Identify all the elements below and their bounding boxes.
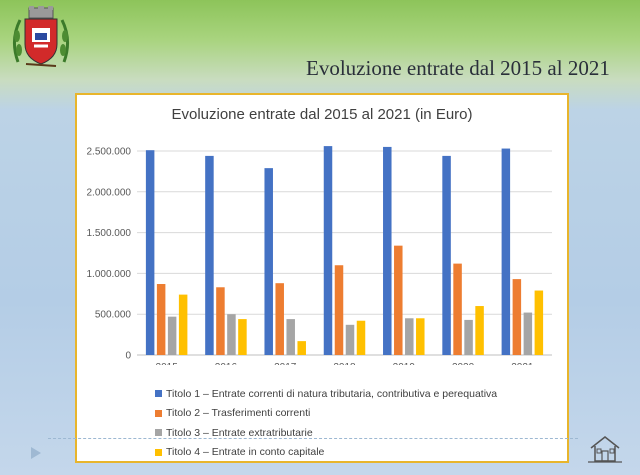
x-tick-label: 2016 xyxy=(215,362,238,365)
legend-item: Titolo 4 – Entrate in conto capitale xyxy=(155,443,497,463)
x-tick-label: 2020 xyxy=(452,362,475,365)
legend-item: Titolo 1 – Entrate correnti di natura tr… xyxy=(155,384,497,404)
bar xyxy=(227,314,236,355)
legend-label: Titolo 1 – Entrate correnti di natura tr… xyxy=(166,387,498,400)
bar xyxy=(475,306,484,355)
chart-legend: Titolo 1 – Entrate correnti di natura tr… xyxy=(155,384,497,462)
y-tick-label: 2.000.000 xyxy=(87,187,132,198)
y-tick-label: 2.500.000 xyxy=(87,147,132,158)
bar xyxy=(464,319,473,355)
bar-chart: 0 500.000 1.000.000 1.500.000 2.000.000 2.500… xyxy=(87,146,552,365)
divider-line xyxy=(48,438,578,439)
bar xyxy=(275,283,284,355)
bar xyxy=(416,318,425,355)
legend-label: Titolo 4 – Entrate in conto capitale xyxy=(166,446,325,459)
bar xyxy=(534,290,544,355)
legend-swatch xyxy=(155,429,162,437)
legend-label: Titolo 3 – Entrate extratributarie xyxy=(166,426,313,439)
legend-swatch xyxy=(155,448,162,456)
bar xyxy=(205,155,214,355)
bar xyxy=(145,150,155,355)
bar xyxy=(501,148,511,355)
bar xyxy=(323,146,333,355)
bar xyxy=(523,312,533,355)
legend-label: Titolo 2 – Trasferimenti correnti xyxy=(166,407,311,420)
bar xyxy=(356,320,366,355)
bar xyxy=(216,287,225,355)
y-tick-label: 1.500.000 xyxy=(87,228,132,239)
bar xyxy=(156,284,166,355)
bar xyxy=(383,146,392,355)
bar xyxy=(394,245,403,355)
play-arrow-icon[interactable] xyxy=(30,446,42,460)
municipal-crest-icon xyxy=(13,6,69,67)
bar xyxy=(238,319,247,355)
x-tick-label: 2021 xyxy=(511,362,534,365)
home-icon[interactable] xyxy=(588,434,622,464)
bar xyxy=(297,341,306,355)
bar xyxy=(264,168,273,355)
bar xyxy=(286,319,295,355)
bar xyxy=(405,318,414,355)
legend-item: Titolo 3 – Entrate extratributarie xyxy=(155,423,497,443)
y-tick-label: 1.000.000 xyxy=(87,269,132,280)
bar xyxy=(178,294,188,355)
bar xyxy=(512,279,522,355)
bar xyxy=(167,316,177,355)
legend-swatch xyxy=(155,409,162,417)
chart-title: Evoluzione entrate dal 2015 al 2021 (in … xyxy=(171,106,473,123)
chart-container: Evoluzione entrate dal 2015 al 2021 (in … xyxy=(75,93,569,463)
bar xyxy=(453,263,462,355)
bar xyxy=(345,324,355,355)
bar xyxy=(334,265,344,355)
y-tick-label: 500.000 xyxy=(95,310,132,321)
x-tick-label: 2015 xyxy=(156,362,179,365)
legend-item: Titolo 2 – Trasferimenti correnti xyxy=(155,404,497,424)
bar xyxy=(442,155,451,355)
y-tick-label: 0 xyxy=(125,351,131,362)
x-tick-label: 2017 xyxy=(274,362,297,365)
legend-swatch xyxy=(155,390,162,398)
slide-title: Evoluzione entrate dal 2015 al 2021 xyxy=(306,56,610,80)
x-tick-label: 2019 xyxy=(393,362,416,365)
x-tick-label: 2018 xyxy=(333,362,356,365)
